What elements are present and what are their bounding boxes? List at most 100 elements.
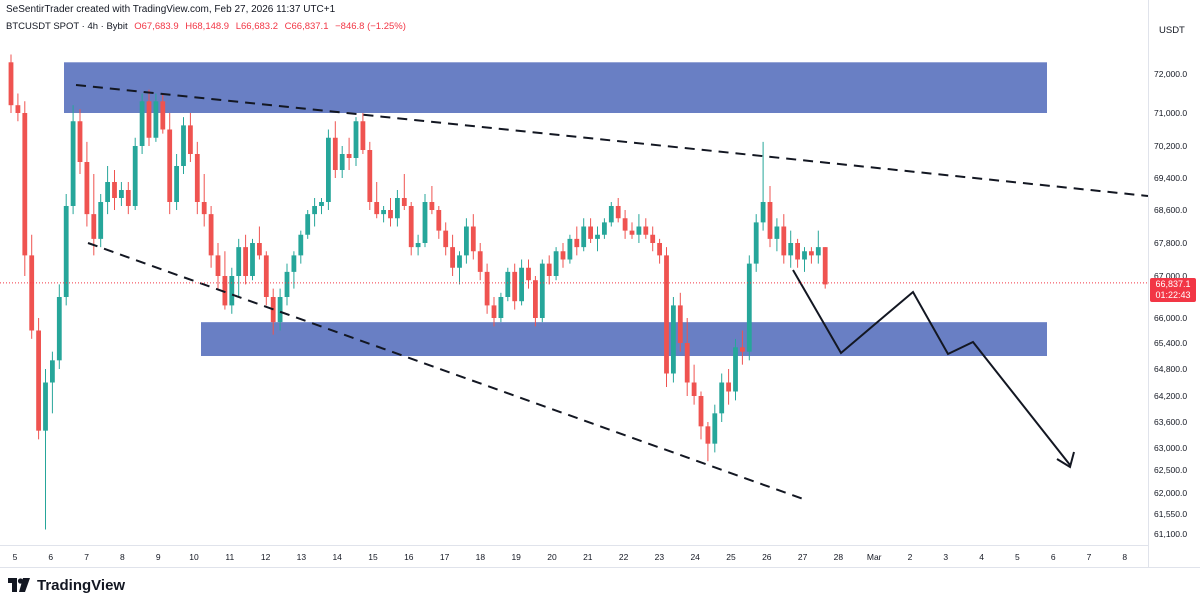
candle-body (332, 137, 338, 170)
candle (15, 93, 21, 122)
candle (429, 186, 435, 215)
candle (671, 297, 676, 383)
candle-body (553, 251, 559, 276)
time-tick-label: 12 (261, 552, 271, 562)
candle (809, 247, 814, 264)
candle (519, 259, 524, 306)
candle (815, 230, 821, 264)
symbol-name[interactable]: BTCUSDT SPOT · 4h · Bybit (6, 21, 128, 32)
change-value: −846.8 (−1.25%) (335, 21, 406, 32)
candle-body (160, 101, 166, 130)
projection-path[interactable] (792, 269, 1071, 466)
candle-body (105, 182, 110, 202)
candle-body (539, 263, 545, 318)
low-value: L66,683.2 (235, 21, 278, 32)
time-tick-label: 4 (979, 552, 984, 562)
candle-body (250, 243, 255, 276)
candle-body (526, 267, 531, 281)
price-tick-label: 69,400.0 (1154, 173, 1187, 183)
candle-body (395, 198, 400, 219)
time-tick-label: 25 (726, 552, 736, 562)
currency-label[interactable]: USDT (1159, 25, 1185, 36)
time-axis: 5 6 7 8 9 10 11 12 13 14 15 16 17 18 19 20 21 22 23 24 25 26 2… (13, 552, 1128, 562)
candle-body (167, 129, 173, 202)
candle (98, 194, 104, 248)
lower-trendline[interactable] (87, 242, 807, 501)
candle (132, 137, 138, 210)
candle (50, 351, 55, 414)
candle-body (560, 251, 566, 260)
candle-body (677, 305, 683, 343)
candle-body (505, 271, 511, 297)
candle (588, 218, 593, 243)
candle-body (436, 210, 442, 231)
candle (650, 226, 656, 252)
candle (450, 234, 455, 276)
candle-body (470, 226, 476, 252)
candle (602, 218, 607, 239)
candle-body (767, 202, 773, 239)
time-tick-label: 5 (13, 552, 18, 562)
candle (167, 113, 173, 215)
candle-body (339, 154, 345, 170)
drawings-layer (75, 84, 1149, 501)
candle-body (629, 230, 635, 235)
price-tick-label: 63,000.0 (1154, 443, 1187, 453)
candle (615, 198, 621, 223)
lower-support-zone[interactable] (201, 322, 1047, 356)
candle-body (56, 297, 62, 361)
time-tick-label: 7 (84, 552, 89, 562)
candle-body (691, 382, 697, 396)
candle-body (208, 214, 214, 256)
time-tick-label: 28 (834, 552, 844, 562)
candle (595, 226, 600, 252)
price-tick-label: 72,000.0 (1154, 69, 1187, 79)
candle-body (712, 413, 718, 444)
candle-body (50, 360, 55, 383)
candle (91, 174, 97, 256)
candle (401, 174, 407, 210)
candle (43, 369, 48, 530)
candle-body (29, 255, 35, 331)
candle (505, 267, 511, 302)
time-tick-label: Mar (867, 552, 882, 562)
time-tick-label: 6 (48, 552, 53, 562)
tradingview-logo[interactable]: TradingView (8, 576, 125, 594)
candle-body (326, 137, 331, 202)
price-chart[interactable]: 72,000.0 71,000.0 70,200.0 69,400.0 68,600.0… (0, 0, 1200, 567)
candle (312, 198, 317, 227)
candle (712, 404, 718, 453)
upper-resistance-zone[interactable] (64, 62, 1047, 113)
candle-body (491, 305, 497, 318)
candle-body (15, 105, 21, 113)
price-tick-label: 66,000.0 (1154, 313, 1187, 323)
candle-body (125, 190, 131, 206)
candle-body (277, 297, 283, 323)
candle-body (415, 243, 421, 248)
upper-trendline[interactable] (75, 84, 1149, 197)
candle (802, 247, 807, 272)
candle-body (77, 121, 83, 162)
candle (395, 190, 400, 227)
candle-body (243, 247, 248, 276)
candle-body (43, 382, 48, 431)
candle (346, 137, 352, 170)
candle (705, 422, 711, 462)
candle-body (457, 255, 462, 268)
candle (491, 297, 497, 327)
candle (188, 113, 193, 162)
candle (477, 243, 483, 281)
candle-body (464, 226, 469, 256)
candle-body (305, 214, 311, 235)
candle-body (98, 202, 104, 239)
candle-body (174, 166, 179, 202)
candle (629, 222, 635, 239)
candle (546, 255, 552, 285)
candle-body (740, 347, 745, 352)
candle (464, 218, 469, 264)
candle (684, 318, 690, 396)
candle-body (70, 121, 76, 206)
candle-body (388, 210, 393, 219)
time-tick-label: 19 (511, 552, 521, 562)
price-tick-label: 67,000.0 (1154, 271, 1187, 281)
